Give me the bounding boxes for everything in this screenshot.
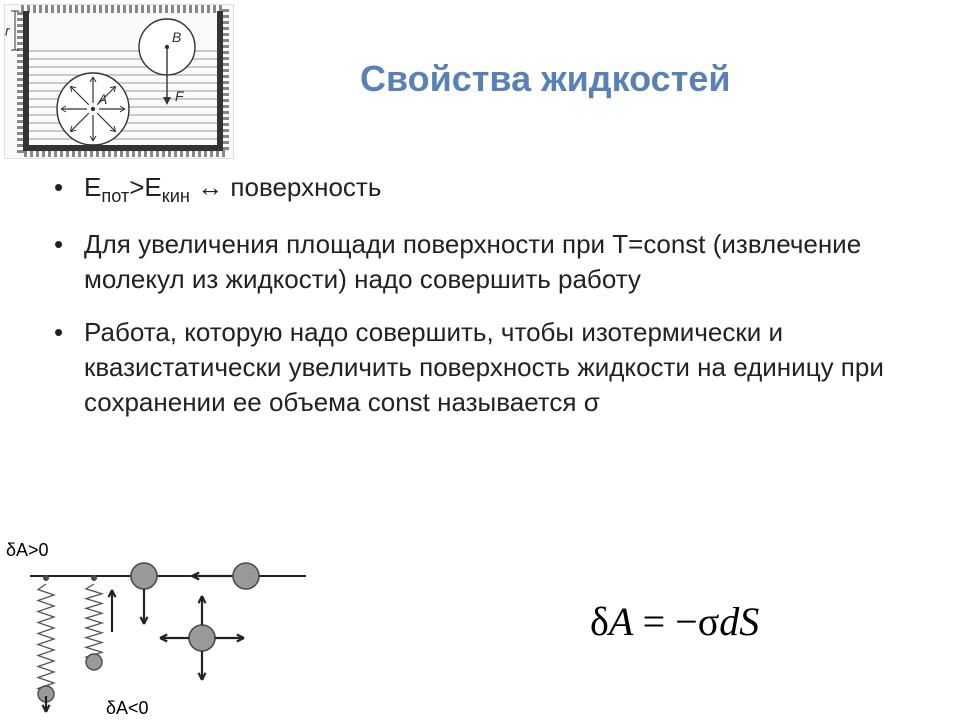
page-title: Свойства жидкостей xyxy=(360,58,730,100)
svg-text:B: B xyxy=(172,29,181,45)
bottom-molecule-diagram xyxy=(6,562,306,712)
bullet-item: Работа, которую надо совершить, чтобы из… xyxy=(50,315,910,420)
surface-tension-formula: δA = −σdS xyxy=(590,598,759,645)
bullet-item: Для увеличения площади поверхности при T… xyxy=(50,227,910,297)
svg-text:r: r xyxy=(5,23,11,39)
svg-text:F: F xyxy=(175,88,185,104)
bullet-item: Eпот>Eкин ↔ поверхность xyxy=(50,170,910,209)
top-container-diagram: rABF xyxy=(4,4,234,159)
annotation-deltaA-pos: δA>0 xyxy=(6,540,49,561)
bullet-list: Eпот>Eкин ↔ поверхность Для увеличения п… xyxy=(50,170,910,438)
